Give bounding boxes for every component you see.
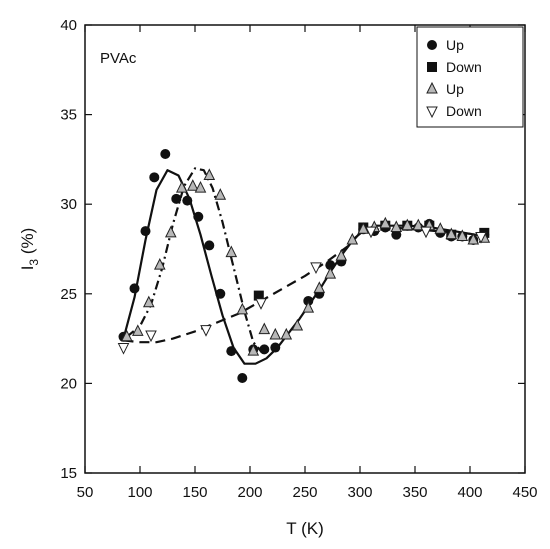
data-point-triangle-up bbox=[214, 188, 227, 200]
data-point-triangle-up bbox=[324, 266, 337, 279]
data-point-triangle-up bbox=[434, 222, 447, 234]
data-point-triangle-up bbox=[203, 168, 216, 181]
data-point-triangle-up bbox=[175, 180, 188, 193]
x-axis: 50 100 150 200 250 300 350 400 450 bbox=[77, 25, 538, 501]
data-point-triangle-up bbox=[390, 220, 403, 232]
y-axis-title-main: I bbox=[18, 266, 37, 271]
data-point-triangle-up bbox=[313, 281, 326, 293]
data-point-triangle-up bbox=[456, 229, 469, 241]
x-tick-label: 400 bbox=[457, 484, 482, 501]
data-point-triangle-up bbox=[445, 227, 458, 240]
y-tick-label: 20 bbox=[60, 375, 77, 392]
legend-marker-square bbox=[427, 62, 437, 72]
data-point-triangle-down bbox=[310, 262, 322, 275]
data-point-triangle-up bbox=[164, 225, 177, 238]
y-tick-label: 15 bbox=[60, 465, 77, 482]
data-point-triangle-up bbox=[153, 258, 166, 270]
data-point-circle bbox=[391, 229, 402, 240]
data-point-circle bbox=[215, 288, 226, 299]
y-tick-label: 40 bbox=[60, 17, 77, 34]
data-point-triangle-up bbox=[467, 232, 480, 245]
x-tick-label: 150 bbox=[182, 484, 207, 501]
data-point-circle bbox=[129, 283, 140, 294]
y-tick-label: 30 bbox=[60, 196, 77, 213]
x-tick-label: 100 bbox=[127, 484, 152, 501]
data-point-circle bbox=[226, 346, 237, 357]
data-point-square bbox=[253, 290, 264, 301]
data-point-triangle-up bbox=[346, 232, 359, 245]
x-tick-label: 50 bbox=[77, 484, 94, 501]
data-point-circle bbox=[270, 342, 281, 353]
data-point-triangle-down bbox=[475, 231, 487, 244]
data-point-triangle-up bbox=[291, 318, 304, 331]
data-point-triangle-up bbox=[269, 327, 282, 340]
data-point-circle bbox=[193, 211, 204, 222]
legend-label: Down bbox=[446, 59, 482, 75]
data-point-circle bbox=[259, 344, 270, 355]
data-point-circle bbox=[204, 240, 215, 251]
y-axis-title-sub: 3 bbox=[27, 259, 41, 266]
x-tick-label: 300 bbox=[347, 484, 372, 501]
legend-label: Up bbox=[446, 81, 464, 97]
x-tick-label: 250 bbox=[292, 484, 317, 501]
data-points bbox=[117, 149, 491, 384]
legend-label: Down bbox=[446, 103, 482, 119]
y-axis-title-rest: (%) bbox=[18, 228, 37, 259]
data-point-triangle-down bbox=[255, 298, 267, 310]
legend-marker-triangle-up bbox=[426, 81, 438, 94]
x-tick-label: 450 bbox=[512, 484, 537, 501]
data-point-circle bbox=[303, 295, 314, 306]
legend-label: Up bbox=[446, 37, 464, 53]
y-axis: 15 20 25 30 35 40 bbox=[60, 17, 525, 482]
data-point-triangle-up bbox=[120, 329, 133, 342]
data-point-triangle-down bbox=[117, 343, 130, 355]
data-point-triangle-up bbox=[225, 245, 238, 258]
data-point-circle bbox=[171, 193, 182, 204]
data-point-triangle-up bbox=[357, 222, 370, 234]
data-point-triangle-down bbox=[200, 325, 212, 337]
data-point-triangle-up bbox=[335, 249, 348, 261]
y-axis-title: I3 (%) bbox=[18, 228, 41, 271]
data-point-circle bbox=[140, 226, 151, 237]
data-point-triangle-down bbox=[420, 226, 432, 239]
legend-marker-triangle-down bbox=[426, 106, 438, 119]
x-tick-label: 350 bbox=[402, 484, 427, 501]
x-tick-label: 200 bbox=[237, 484, 262, 501]
data-point-triangle-up bbox=[186, 179, 199, 191]
data-point-triangle-up bbox=[142, 295, 155, 308]
y-tick-label: 25 bbox=[60, 286, 77, 303]
data-point-circle bbox=[237, 373, 248, 384]
legend: Up Down Up Down bbox=[416, 26, 524, 128]
data-point-triangle-up bbox=[194, 180, 207, 193]
data-point-triangle-up bbox=[379, 216, 392, 229]
data-point-triangle-up bbox=[247, 344, 260, 356]
data-point-triangle-down bbox=[145, 330, 157, 343]
data-point-triangle-up bbox=[280, 327, 293, 340]
legend-marker-circle bbox=[427, 40, 437, 50]
data-point-triangle-up bbox=[302, 301, 315, 313]
chart-annotation: PVAc bbox=[100, 50, 137, 67]
fit-curve-solid bbox=[122, 169, 487, 365]
data-point-triangle-up bbox=[236, 302, 249, 315]
data-point-circle bbox=[182, 195, 193, 206]
data-point-circle bbox=[149, 172, 160, 183]
data-point-triangle-up bbox=[258, 322, 271, 335]
data-point-circle bbox=[325, 260, 336, 271]
data-point-triangle-up bbox=[131, 324, 144, 336]
data-point-circle bbox=[160, 149, 171, 160]
y-tick-label: 35 bbox=[60, 107, 77, 124]
x-axis-title: T (K) bbox=[286, 519, 323, 538]
data-point-triangle-down bbox=[365, 226, 377, 239]
data-point-triangle-up bbox=[401, 218, 414, 231]
